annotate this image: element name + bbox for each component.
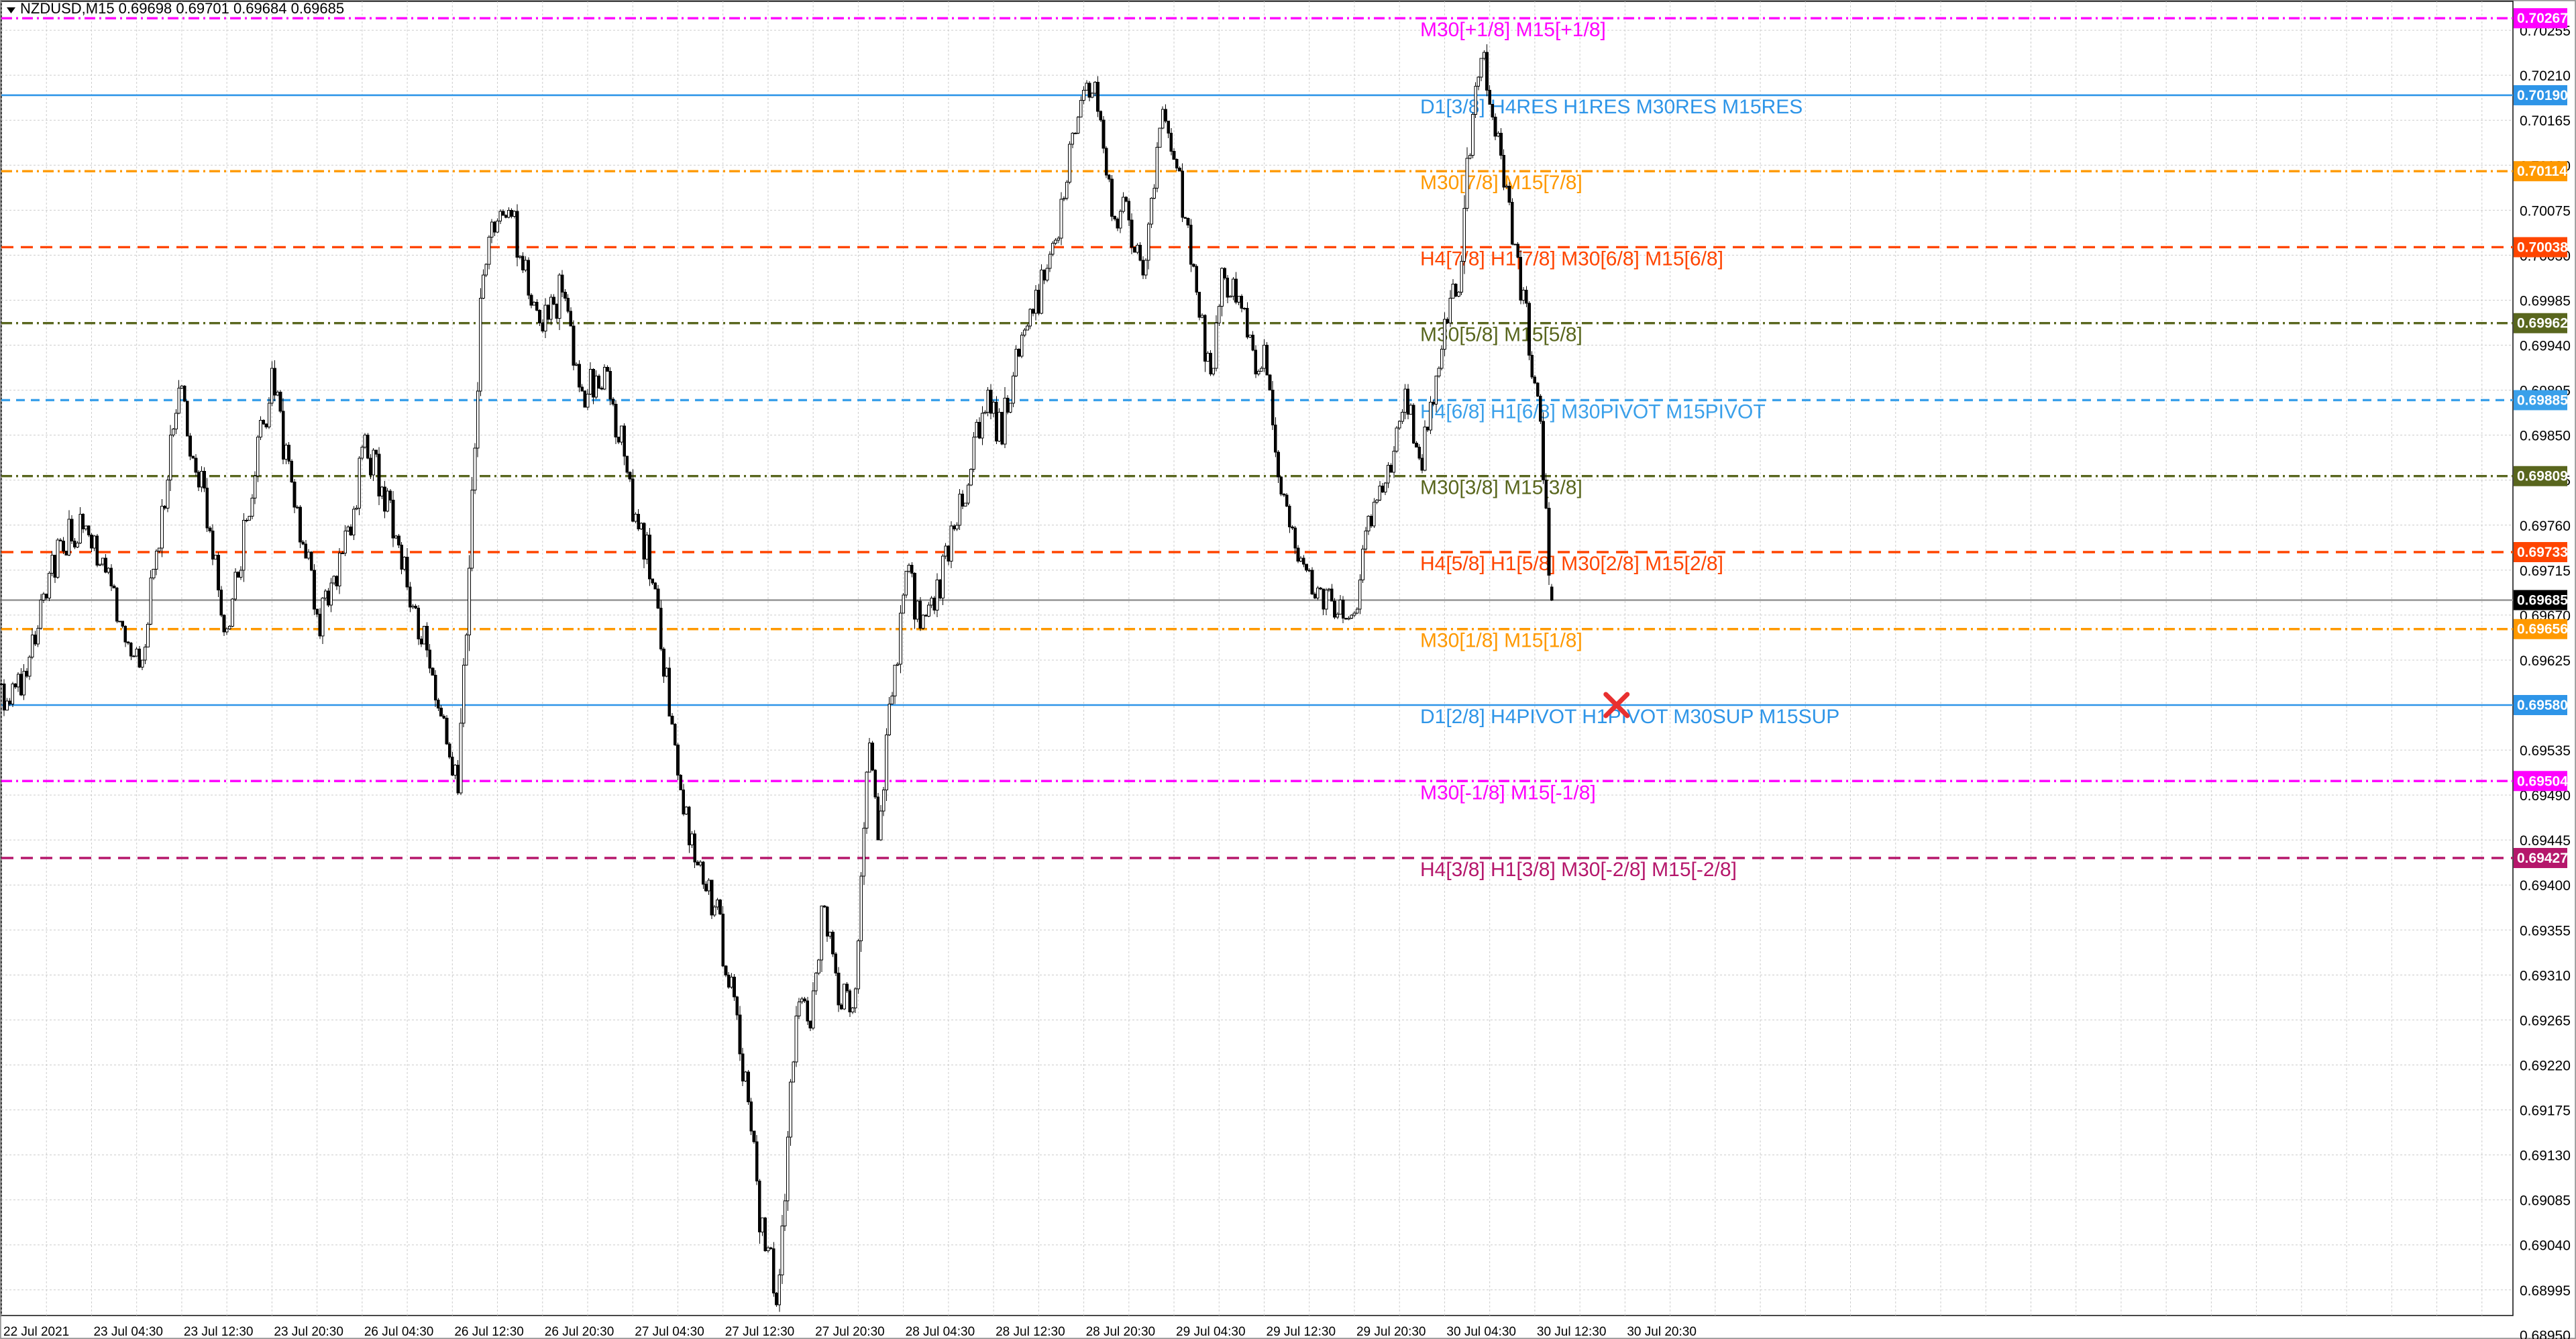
svg-text:0.69760: 0.69760: [2520, 519, 2571, 534]
svg-text:0.69130: 0.69130: [2520, 1148, 2571, 1164]
svg-text:30 Jul 20:30: 30 Jul 20:30: [1627, 1325, 1697, 1339]
svg-text:M30[1/8] M15[1/8]: M30[1/8] M15[1/8]: [1420, 630, 1582, 652]
svg-text:NZDUSD,M15 0.69698 0.69701 0.6: NZDUSD,M15 0.69698 0.69701 0.69684 0.696…: [20, 0, 344, 17]
svg-text:0.69885: 0.69885: [2517, 392, 2568, 408]
svg-text:0.69175: 0.69175: [2520, 1104, 2571, 1119]
svg-text:23 Jul 04:30: 23 Jul 04:30: [93, 1325, 163, 1339]
svg-text:H4[6/8] H1[6/8] M30PIVOT M15PI: H4[6/8] H1[6/8] M30PIVOT M15PIVOT: [1420, 400, 1766, 423]
svg-text:29 Jul 12:30: 29 Jul 12:30: [1267, 1325, 1336, 1339]
svg-text:0.70038: 0.70038: [2517, 239, 2568, 255]
svg-text:29 Jul 04:30: 29 Jul 04:30: [1176, 1325, 1246, 1339]
svg-text:0.68995: 0.68995: [2520, 1283, 2571, 1299]
svg-text:0.69427: 0.69427: [2517, 851, 2568, 866]
svg-text:H4[3/8] H1[3/8] M30[-2/8] M15[: H4[3/8] H1[3/8] M30[-2/8] M15[-2/8]: [1420, 859, 1737, 881]
svg-text:0.70165: 0.70165: [2520, 113, 2571, 129]
svg-text:23 Jul 20:30: 23 Jul 20:30: [274, 1325, 343, 1339]
svg-text:0.69400: 0.69400: [2520, 878, 2571, 894]
svg-text:23 Jul 12:30: 23 Jul 12:30: [184, 1325, 254, 1339]
svg-text:M30[7/8] M15[7/8]: M30[7/8] M15[7/8]: [1420, 172, 1582, 194]
svg-text:0.69504: 0.69504: [2517, 773, 2568, 789]
svg-text:0.69985: 0.69985: [2520, 293, 2571, 309]
svg-text:27 Jul 04:30: 27 Jul 04:30: [635, 1325, 704, 1339]
svg-text:26 Jul 04:30: 26 Jul 04:30: [364, 1325, 434, 1339]
svg-text:0.70190: 0.70190: [2517, 88, 2568, 103]
svg-text:28 Jul 12:30: 28 Jul 12:30: [996, 1325, 1065, 1339]
svg-text:0.69310: 0.69310: [2520, 968, 2571, 983]
svg-text:0.69850: 0.69850: [2520, 429, 2571, 444]
svg-text:0.69940: 0.69940: [2520, 339, 2571, 354]
svg-text:30 Jul 04:30: 30 Jul 04:30: [1446, 1325, 1516, 1339]
svg-text:27 Jul 20:30: 27 Jul 20:30: [815, 1325, 885, 1339]
svg-text:D1[2/8] H4PIVOT H1PIVOT M30SUP: D1[2/8] H4PIVOT H1PIVOT M30SUP M15SUP: [1420, 706, 1839, 728]
svg-text:0.69355: 0.69355: [2520, 923, 2571, 939]
svg-text:0.69220: 0.69220: [2520, 1058, 2571, 1073]
svg-text:0.69580: 0.69580: [2517, 698, 2568, 713]
svg-text:30 Jul 12:30: 30 Jul 12:30: [1537, 1325, 1607, 1339]
svg-text:29 Jul 20:30: 29 Jul 20:30: [1356, 1325, 1426, 1339]
svg-text:M30[+1/8] M15[+1/8]: M30[+1/8] M15[+1/8]: [1420, 19, 1606, 41]
svg-text:0.69265: 0.69265: [2520, 1013, 2571, 1028]
svg-text:0.69809: 0.69809: [2517, 469, 2568, 484]
svg-text:0.69685: 0.69685: [2517, 593, 2568, 608]
svg-text:0.69085: 0.69085: [2520, 1193, 2571, 1209]
svg-text:26 Jul 12:30: 26 Jul 12:30: [454, 1325, 524, 1339]
svg-text:0.69656: 0.69656: [2517, 622, 2568, 637]
svg-text:0.68950: 0.68950: [2520, 1328, 2571, 1339]
svg-text:H4[5/8] H1[5/8] M30[2/8] M15[2: H4[5/8] H1[5/8] M30[2/8] M15[2/8]: [1420, 553, 1723, 575]
svg-text:0.69040: 0.69040: [2520, 1238, 2571, 1254]
svg-text:0.69962: 0.69962: [2517, 316, 2568, 331]
svg-text:0.70114: 0.70114: [2517, 164, 2567, 179]
svg-text:22 Jul 2021: 22 Jul 2021: [3, 1325, 69, 1339]
svg-text:0.69625: 0.69625: [2520, 653, 2571, 669]
svg-text:M30[-1/8] M15[-1/8]: M30[-1/8] M15[-1/8]: [1420, 782, 1596, 804]
svg-text:0.69715: 0.69715: [2520, 564, 2571, 579]
svg-text:0.70267: 0.70267: [2517, 11, 2568, 26]
svg-text:0.69535: 0.69535: [2520, 743, 2571, 759]
svg-text:27 Jul 12:30: 27 Jul 12:30: [725, 1325, 795, 1339]
svg-text:26 Jul 20:30: 26 Jul 20:30: [545, 1325, 614, 1339]
svg-text:0.69733: 0.69733: [2517, 545, 2568, 560]
svg-text:28 Jul 04:30: 28 Jul 04:30: [906, 1325, 975, 1339]
svg-text:M30[3/8] M15[3/8]: M30[3/8] M15[3/8]: [1420, 477, 1582, 499]
svg-text:D1[3/8] H4RES H1RES M30RES M15: D1[3/8] H4RES H1RES M30RES M15RES: [1420, 96, 1803, 118]
svg-text:28 Jul 20:30: 28 Jul 20:30: [1086, 1325, 1156, 1339]
svg-text:0.70075: 0.70075: [2520, 203, 2571, 219]
svg-text:0.70210: 0.70210: [2520, 68, 2571, 84]
svg-text:0.69445: 0.69445: [2520, 833, 2571, 849]
